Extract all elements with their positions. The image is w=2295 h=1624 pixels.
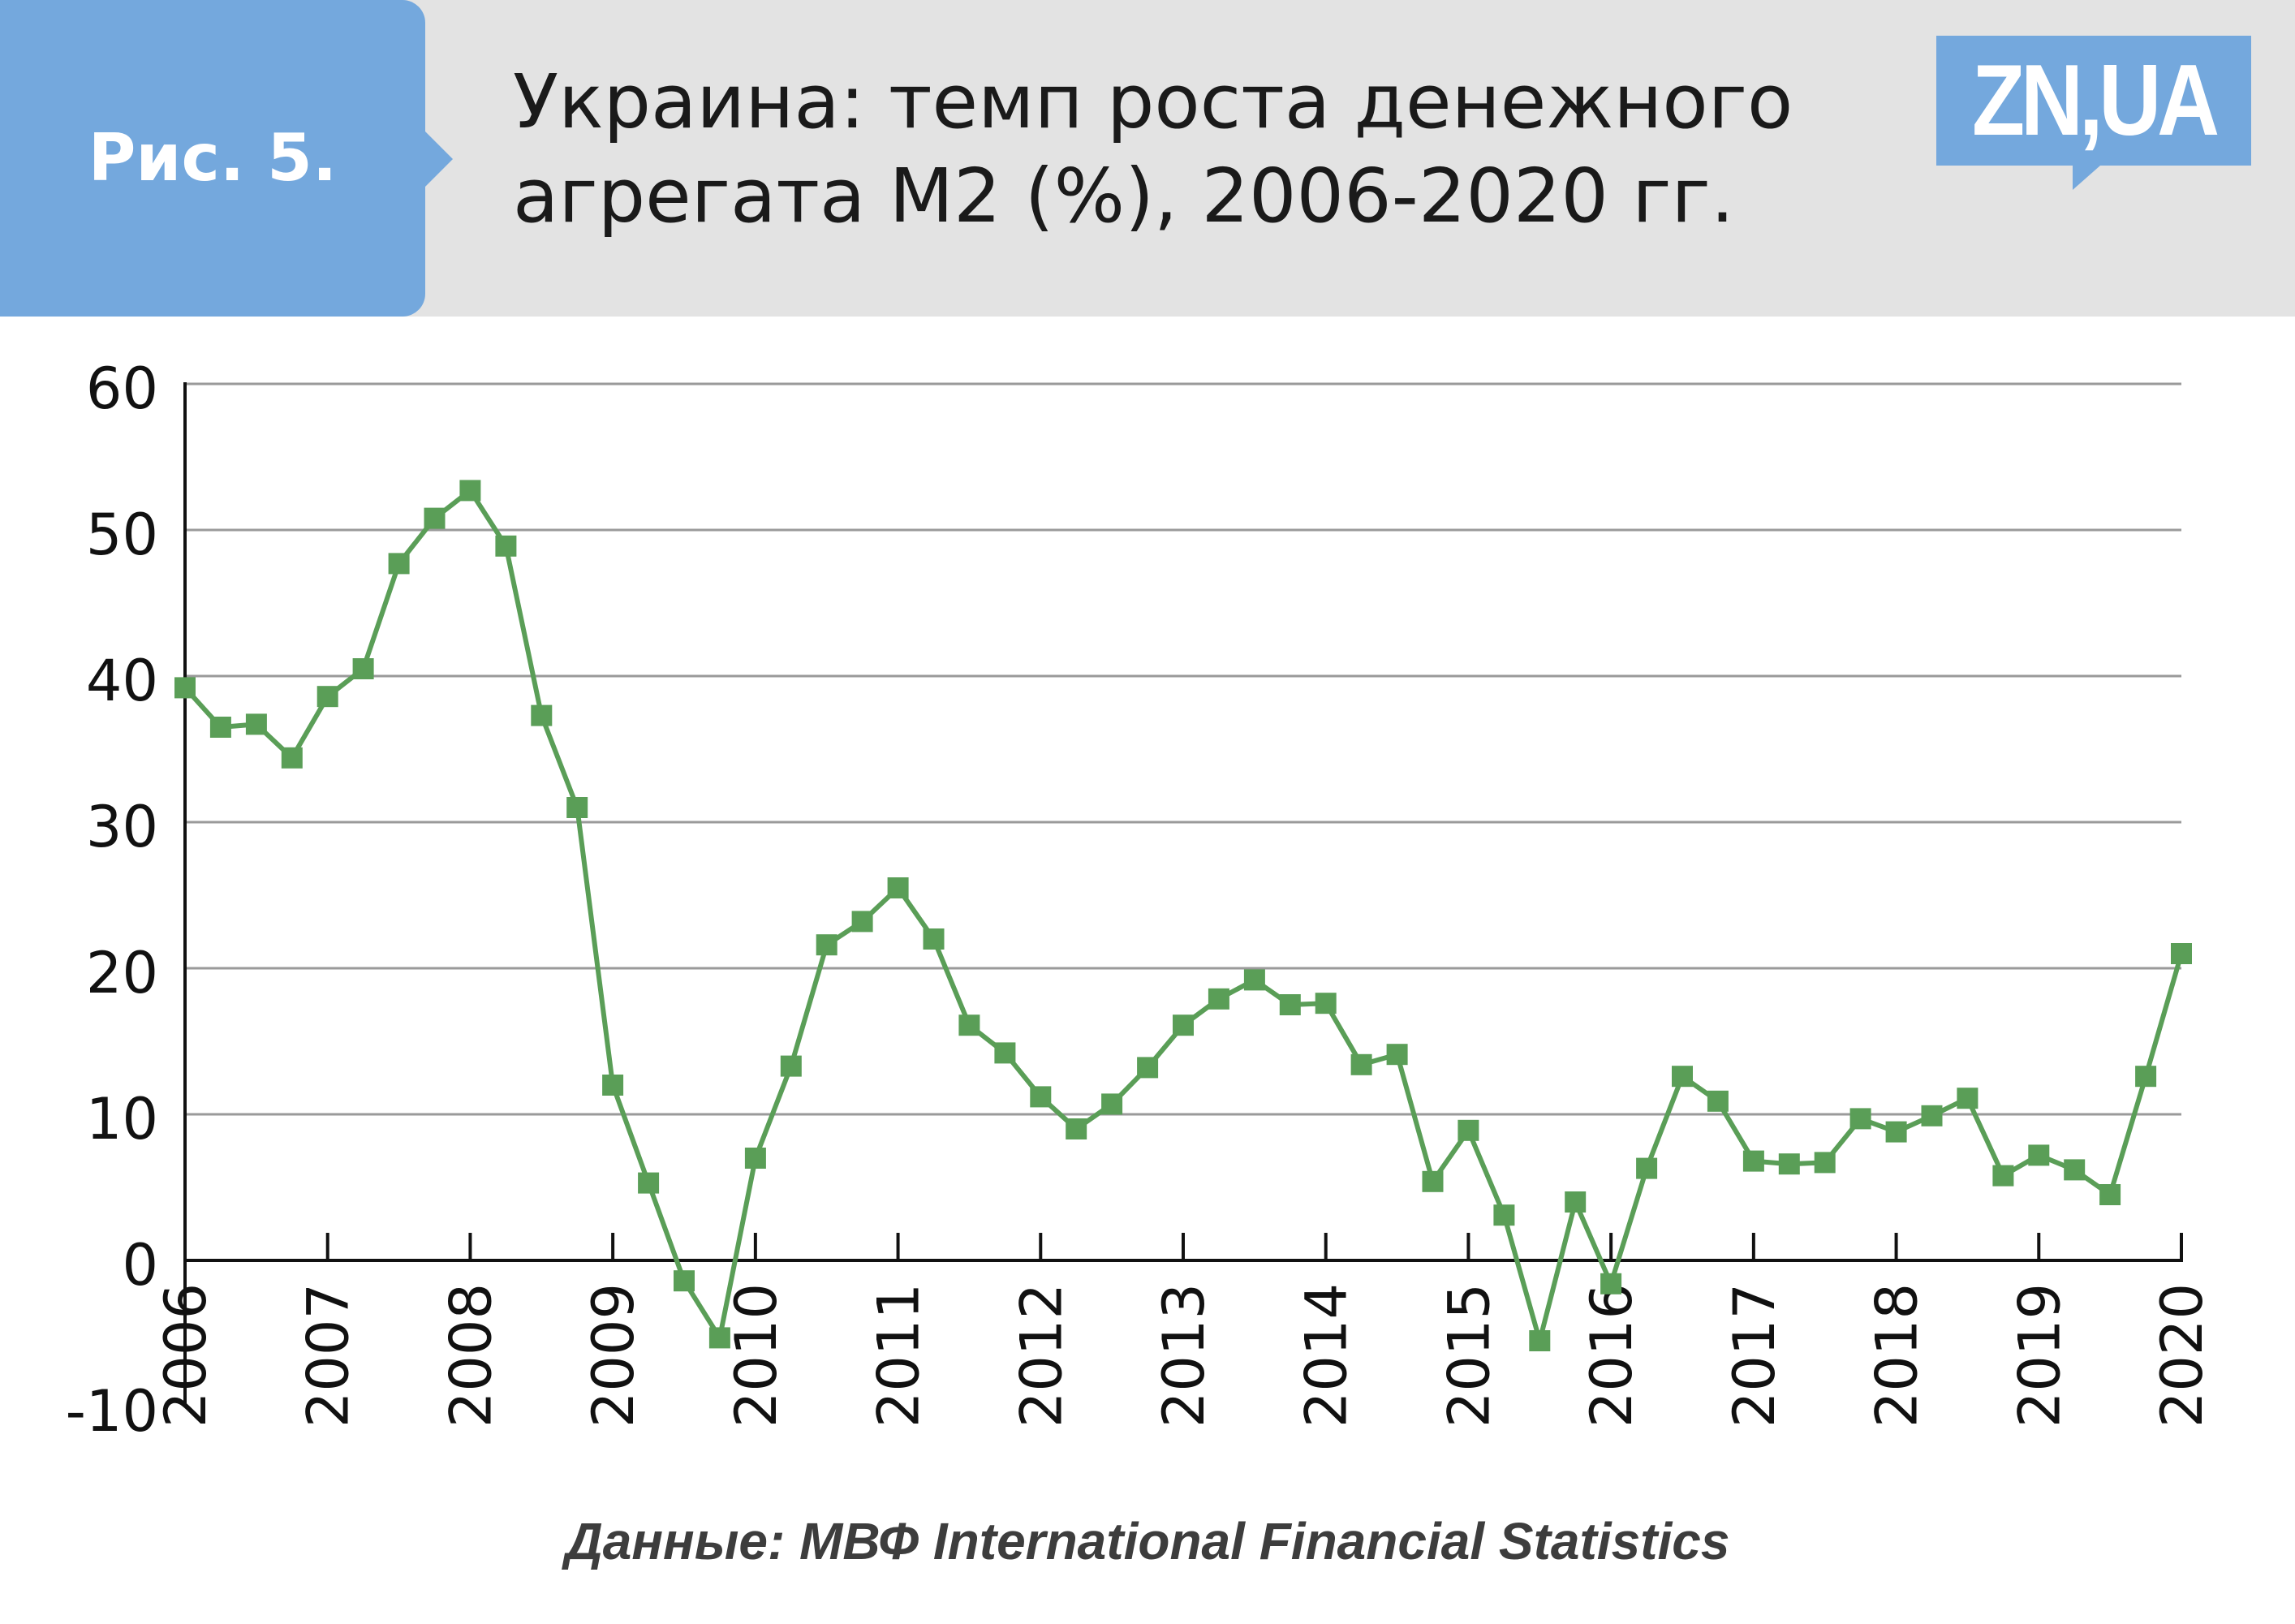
x-tick-label: 2011 <box>866 1283 932 1428</box>
data-point <box>1279 994 1301 1015</box>
data-point <box>1957 1088 1979 1109</box>
data-point <box>1814 1152 1836 1174</box>
x-tick-label: 2006 <box>153 1283 219 1428</box>
data-point <box>1600 1273 1622 1294</box>
y-tick-label: 20 <box>86 940 158 1006</box>
zn-ua-logo: ZN,UA <box>1936 36 2251 190</box>
chart-header: Рис. 5. Украина: темп роста денежного аг… <box>0 0 2295 317</box>
chart-title-line-1: Украина: темп роста денежного <box>513 58 1793 145</box>
y-tick-label: 30 <box>86 794 158 860</box>
x-tick-label: 2018 <box>1864 1283 1931 1428</box>
data-point <box>352 658 374 679</box>
data-point <box>174 677 196 699</box>
data-point <box>1066 1118 1087 1139</box>
data-point <box>459 480 481 502</box>
y-tick-label: -10 <box>66 1378 158 1445</box>
data-point <box>388 553 410 575</box>
data-point <box>851 911 873 933</box>
data-point <box>1742 1150 1764 1172</box>
data-point <box>1173 1014 1194 1036</box>
data-point <box>602 1075 624 1096</box>
y-tick-label: 10 <box>86 1086 158 1152</box>
x-tick-label: 2008 <box>437 1283 504 1428</box>
x-tick-label: 2017 <box>1721 1283 1788 1428</box>
data-point <box>281 747 303 769</box>
data-point <box>1493 1204 1515 1226</box>
data-point <box>424 507 446 529</box>
data-point <box>816 934 837 956</box>
data-point <box>1778 1153 1800 1175</box>
data-point <box>209 717 231 738</box>
y-tick-label: 50 <box>86 502 158 568</box>
data-point <box>1672 1066 1693 1088</box>
source-note: Данные: МВФ International Financial Stat… <box>565 1512 1730 1570</box>
figure-label: Рис. 5. <box>88 120 338 196</box>
data-point <box>2099 1184 2121 1205</box>
data-point <box>1707 1090 1729 1112</box>
data-point <box>780 1055 802 1077</box>
data-point <box>1422 1170 1444 1192</box>
logo-text: ZN,UA <box>1971 45 2220 157</box>
x-tick-label: 2010 <box>723 1283 790 1428</box>
x-tick-label: 2014 <box>1294 1283 1360 1428</box>
data-point <box>1849 1108 1871 1130</box>
axes <box>183 382 2183 1406</box>
data-point <box>1030 1086 1052 1108</box>
data-point <box>245 713 267 735</box>
data-point <box>2028 1144 2050 1166</box>
data-point <box>1101 1093 1123 1115</box>
series-line <box>183 488 2184 1343</box>
data-point <box>1386 1044 1408 1066</box>
gridlines <box>185 382 2181 1116</box>
x-tick-label: 2009 <box>580 1283 647 1428</box>
data-point <box>1921 1105 1943 1126</box>
data-point <box>1137 1057 1159 1079</box>
y-tick-label: 60 <box>86 355 158 422</box>
data-point <box>2064 1159 2086 1181</box>
data-point <box>1636 1157 1658 1179</box>
data-point <box>495 535 517 557</box>
data-point <box>1315 993 1337 1014</box>
data-point <box>994 1042 1016 1064</box>
data-point <box>1529 1330 1551 1351</box>
data-point <box>1885 1121 1907 1143</box>
data-point <box>316 686 338 708</box>
figure-tag: Рис. 5. <box>0 0 453 317</box>
y-tick-label: 0 <box>122 1232 158 1299</box>
data-point <box>708 1327 730 1349</box>
chart-title-line-2: агрегата М2 (%), 2006-2020 гг. <box>513 153 1735 239</box>
data-point <box>1350 1053 1372 1075</box>
x-tick-label: 2007 <box>295 1283 362 1428</box>
x-tick-label: 2020 <box>2149 1283 2215 1428</box>
data-point <box>1565 1191 1587 1213</box>
data-point <box>887 877 909 898</box>
x-tick-label: 2012 <box>1008 1283 1074 1428</box>
y-tick-label: 40 <box>86 648 158 714</box>
data-point <box>923 928 945 950</box>
data-point <box>674 1270 695 1292</box>
data-point <box>531 704 553 726</box>
x-tick-label: 2015 <box>1436 1283 1502 1428</box>
data-point <box>1992 1165 2014 1187</box>
x-tick-label: 2019 <box>2006 1283 2073 1428</box>
data-point <box>638 1172 660 1194</box>
x-tick-labels: 2006 2007 2008 2009 2010 2011 2012 2013 2014 2015… <box>153 1283 2215 1428</box>
x-tick-label: 2016 <box>1578 1283 1645 1428</box>
data-point <box>1458 1119 1479 1141</box>
chart-title: Украина: темп роста денежного агрегата М… <box>513 55 1811 243</box>
data-point <box>1208 988 1229 1010</box>
x-tick-label: 2013 <box>1151 1283 1217 1428</box>
data-point <box>2135 1066 2157 1088</box>
y-tick-labels: 60 50 40 30 20 10 0 -10 <box>66 355 158 1445</box>
data-point <box>1243 969 1265 991</box>
series-m2-growth <box>174 480 2192 1351</box>
data-point <box>566 797 588 818</box>
data-point <box>744 1148 766 1169</box>
data-point <box>2171 943 2192 964</box>
data-point <box>958 1014 980 1036</box>
